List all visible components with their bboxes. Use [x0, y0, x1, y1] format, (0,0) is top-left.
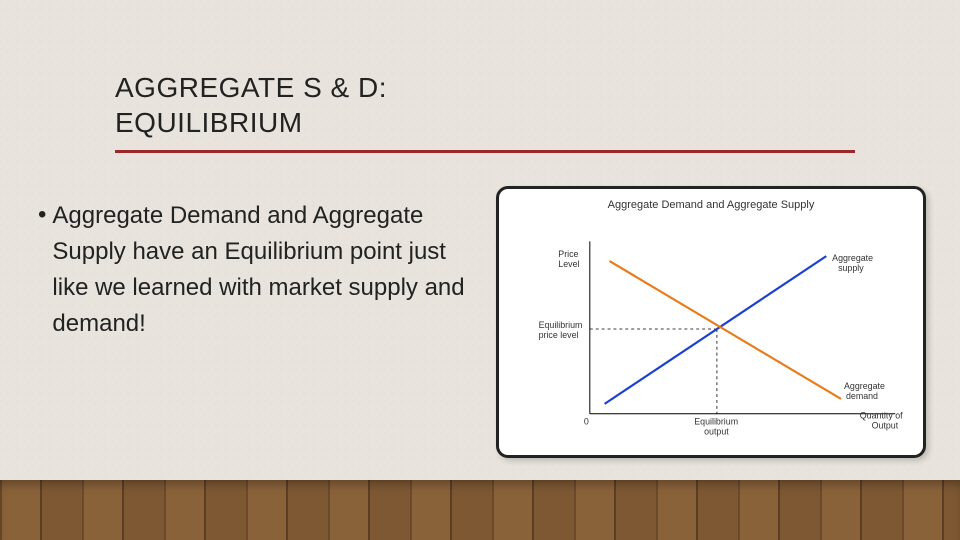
bullet-marker: • — [38, 198, 46, 342]
bullet-text: Aggregate Demand and Aggregate Supply ha… — [52, 198, 468, 342]
chart-frame: Aggregate Demand and Aggregate Supply Pr… — [496, 186, 926, 458]
supply-label: Aggregate supply — [832, 253, 875, 273]
title-underline — [115, 150, 855, 153]
floor-decoration — [0, 480, 960, 540]
slide-title-line2: EQUILIBRIUM — [115, 107, 303, 138]
demand-label: Aggregate demand — [844, 381, 887, 401]
chart-title: Aggregate Demand and Aggregate Supply — [511, 199, 911, 211]
chart-svg: Price Level 0 Quantity of Output Aggrega… — [511, 215, 911, 445]
eq-price-label: Equilibrium price level — [539, 320, 585, 340]
body-text-area: • Aggregate Demand and Aggregate Supply … — [38, 198, 468, 342]
slide-title-line1: AGGREGATE S & D: — [115, 72, 387, 103]
y-axis-label: Price Level — [558, 249, 581, 269]
origin-label: 0 — [584, 417, 589, 427]
x-axis-label: Quantity of Output — [860, 411, 905, 431]
eq-output-label: Equilibrium output — [694, 417, 740, 437]
